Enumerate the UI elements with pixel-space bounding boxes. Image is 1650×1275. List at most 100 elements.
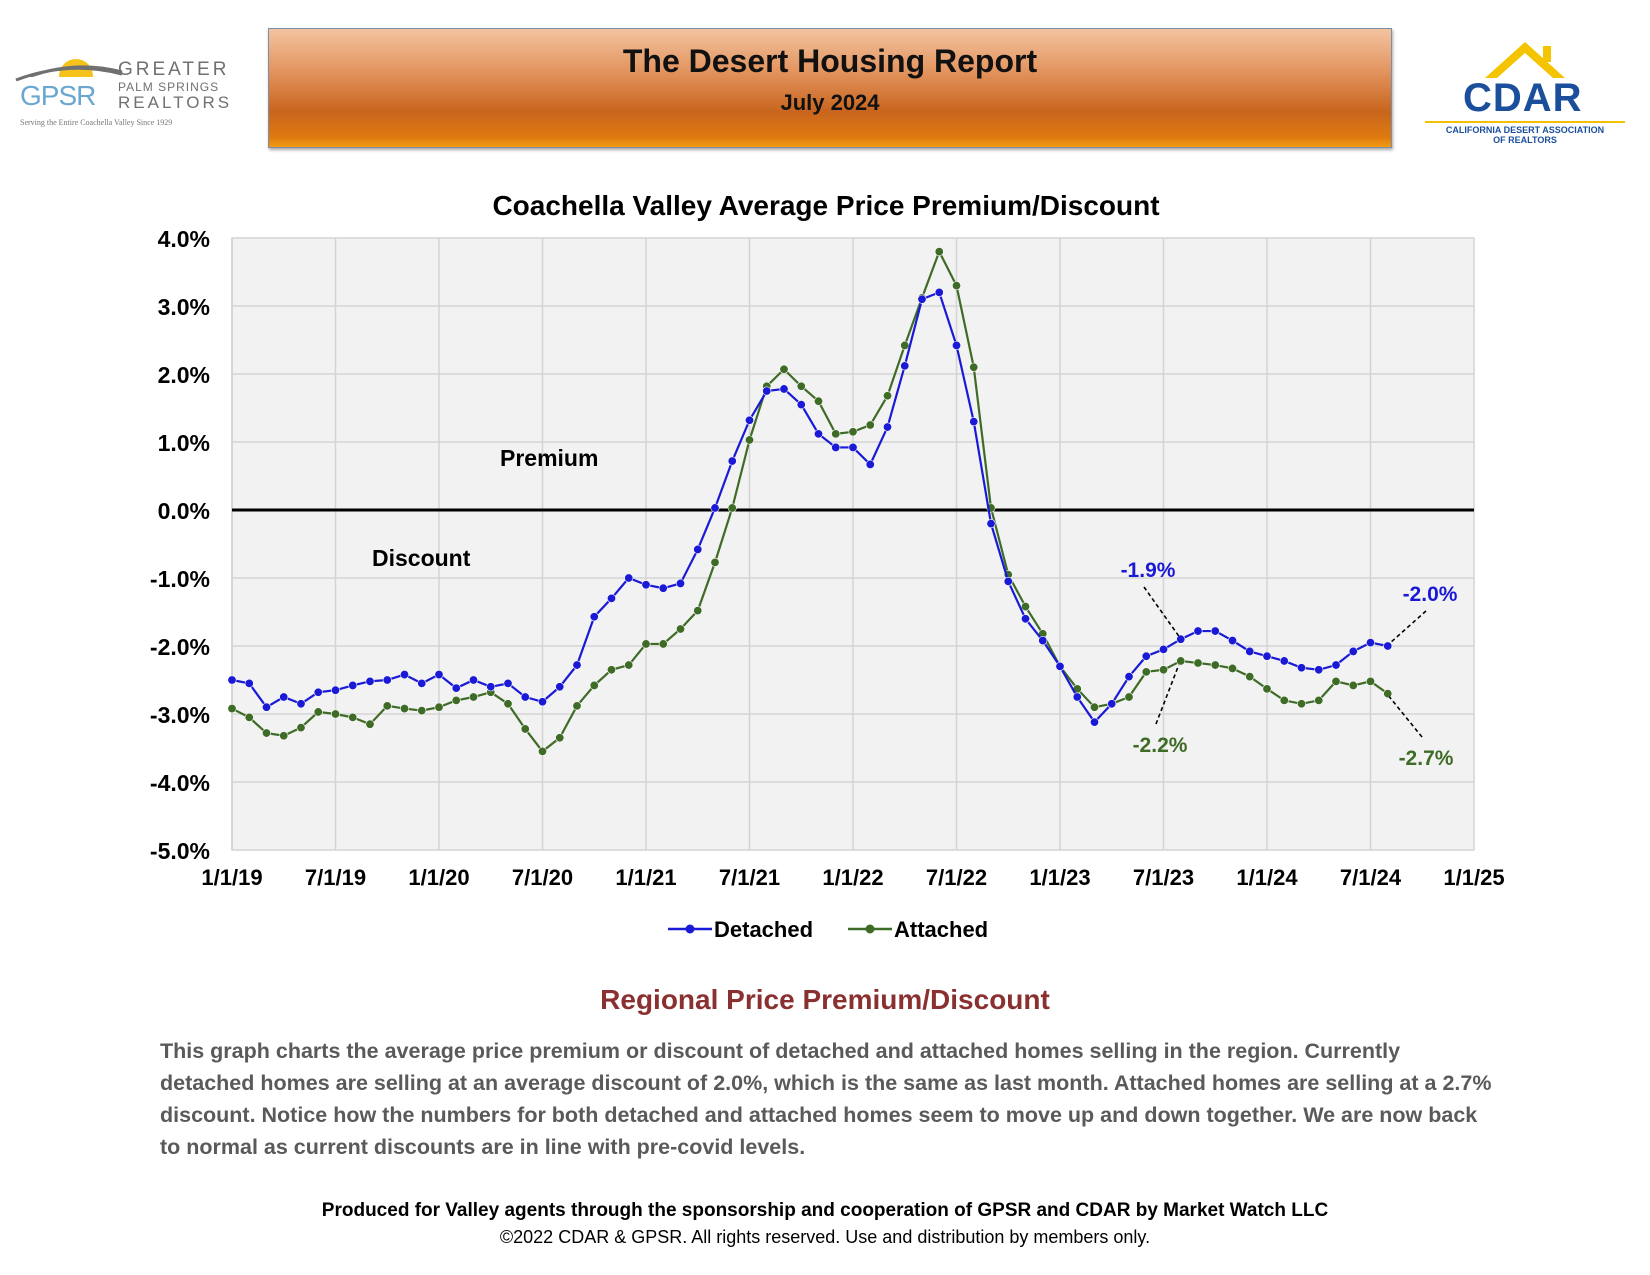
detached-data-point [537,697,547,707]
detached-data-point [1210,626,1220,636]
attached-data-point [934,247,944,257]
attached-data-point [572,701,582,711]
attached-data-point [744,435,754,445]
attached-data-point [1124,692,1134,702]
attached-data-point [675,624,685,634]
detached-data-point [365,676,375,686]
x-tick-label: 1/1/19 [201,865,262,890]
attached-data-point [330,709,340,719]
cdar-mark: CDAR [1463,76,1583,120]
detached-legend-label: Detached [714,917,813,942]
cdar-tagline-1: CALIFORNIA DESERT ASSOCIATION [1445,125,1605,135]
attached-data-point [503,699,513,709]
detached-data-point [779,384,789,394]
attached-data-point [1228,663,1238,673]
attached-data-point [1383,689,1393,699]
attached-data-point [796,381,806,391]
detached-data-point [934,287,944,297]
gpsr-sun-icon [14,59,124,90]
detached-data-point [1003,576,1013,586]
detached-data-point [693,544,703,554]
attached-data-point [1262,684,1272,694]
premium-region-label: Premium [500,445,598,471]
attached-data-point [382,701,392,711]
attached-data-point [1348,680,1358,690]
gpsr-wordmark: GREATER PALM SPRINGS REALTORS [118,60,232,111]
cdar-tagline-2: OF REALTORS [1493,135,1557,145]
attached-data-point [1314,695,1324,705]
detached-data-point [675,578,685,588]
cdar-logo: CDAR CALIFORNIA DESERT ASSOCIATION OF RE… [1425,38,1625,148]
attached-data-point [813,396,823,406]
detached-data-point [261,702,271,712]
detached-data-point [762,386,772,396]
detached-data-point [296,699,306,709]
detached-data-point [330,685,340,695]
y-tick-label: -1.0% [150,566,210,592]
detached-data-point [796,400,806,410]
footer-credit: Produced for Valley agents through the s… [321,1200,1329,1221]
detached-data-point [1366,638,1376,648]
attached-data-point [468,692,478,702]
y-tick-label: 0.0% [158,498,210,524]
detached-data-point [555,682,565,692]
attached-annotation-leader [1155,664,1180,725]
detached-annotation-label: -2.0% [1403,583,1458,606]
x-tick-label: 7/1/19 [305,865,366,890]
detached-data-point [227,675,237,685]
detached-data-point [1055,661,1065,671]
attached-legend-label: Attached [894,917,988,942]
detached-data-point [348,680,358,690]
x-tick-label: 7/1/23 [1133,865,1194,890]
y-tick-label: 4.0% [158,226,210,252]
attached-data-point [779,364,789,374]
detached-data-point [399,670,409,680]
detached-data-point [1297,663,1307,673]
attached-data-point [1366,676,1376,686]
attached-data-point [589,680,599,690]
attached-data-point [520,724,530,734]
section-title: Regional Price Premium/Discount [600,984,1050,1015]
y-tick-label: -2.0% [150,634,210,660]
x-axis: 1/1/19 7/1/19 1/1/20 7/1/20 1/1/21 7/1/21 1/1/… [201,865,1504,890]
detached-data-point [1159,644,1169,654]
y-tick-label: -3.0% [150,702,210,728]
detached-data-point [1331,660,1341,670]
y-tick-label: -4.0% [150,770,210,796]
report-date: July 2024 [780,90,880,115]
chart-series [227,247,1393,756]
x-tick-label: 7/1/20 [512,865,573,890]
attached-data-point [1297,699,1307,709]
attached-annotation-label: -2.7% [1399,747,1454,770]
attached-data-point [1193,658,1203,668]
discount-region-label: Discount [372,545,471,571]
attached-data-point [693,606,703,616]
detached-data-point [1020,614,1030,624]
attached-data-point [1245,672,1255,682]
attached-data-point [451,695,461,705]
attached-data-point [641,639,651,649]
attached-data-point [1159,665,1169,675]
section-body: This graph charts the average price prem… [160,1039,1492,1159]
detached-data-point [313,687,323,697]
cdar-divider [1425,121,1625,123]
detached-data-point [1228,636,1238,646]
detached-data-point [382,675,392,685]
detached-data-point [589,612,599,622]
detached-data-point [1072,692,1082,702]
detached-data-point [727,456,737,466]
chart-annotations: -1.9% -2.2% -2.0% -2.7% [1121,559,1458,770]
x-tick-label: 1/1/20 [408,865,469,890]
detached-data-point [658,583,668,593]
detached-data-point [917,294,927,304]
x-tick-label: 1/1/23 [1029,865,1090,890]
detached-data-point [1314,665,1324,675]
attached-data-point [244,712,254,722]
x-tick-label: 1/1/22 [822,865,883,890]
detached-data-point [1124,672,1134,682]
detached-annotation-leader [1143,586,1180,637]
attached-data-point [434,702,444,712]
detached-data-point [486,682,496,692]
detached-data-point [1262,651,1272,661]
detached-annotation-leader [1388,610,1427,645]
